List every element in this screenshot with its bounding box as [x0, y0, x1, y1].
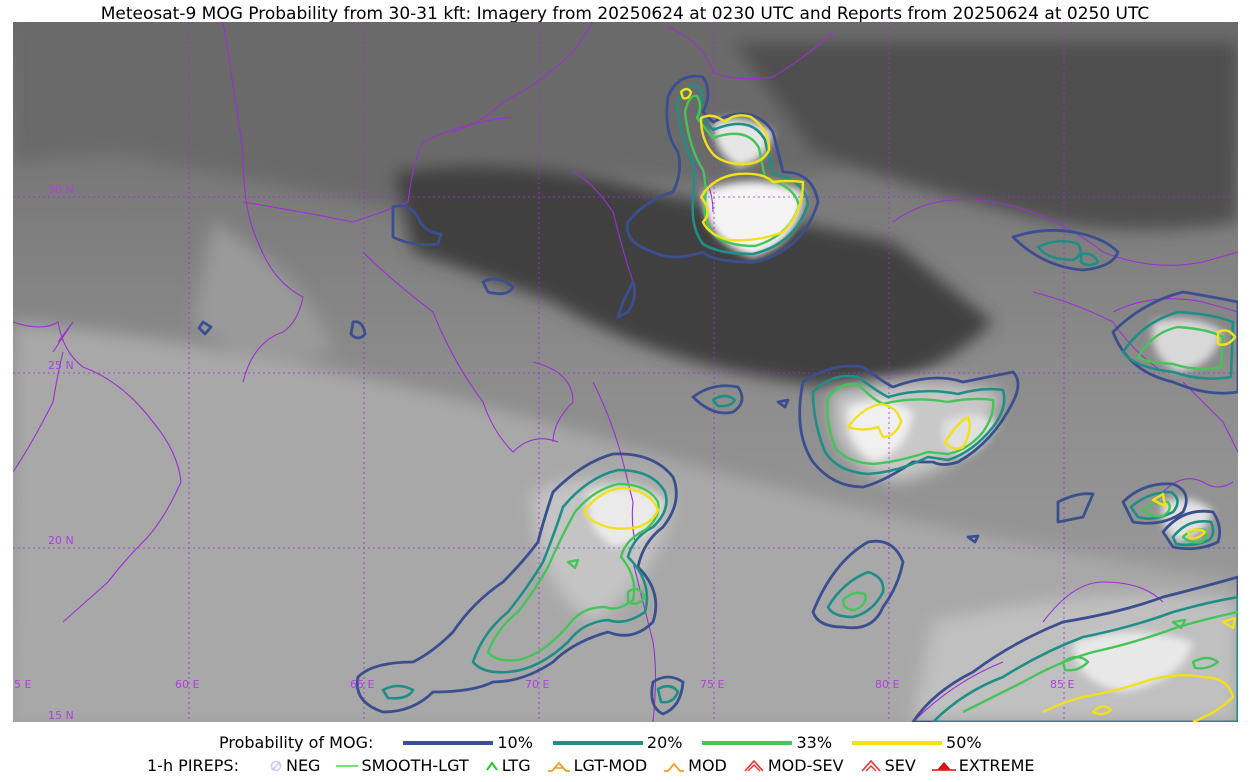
- mod-icon: [664, 762, 685, 772]
- pirep-label-smooth-lgt: SMOOTH-LGT: [361, 756, 469, 775]
- map-title: Meteosat-9 MOG Probability from 30-31 kf…: [100, 4, 1150, 24]
- legend-item-10: 10%: [403, 733, 533, 752]
- legend-item-50: 50%: [852, 733, 982, 752]
- legend-label-10: 10%: [497, 733, 533, 752]
- lat-label-15n: 15 N: [48, 709, 74, 722]
- political-borders: [13, 22, 1238, 722]
- legend-swatch-50: [852, 740, 943, 745]
- lat-label-20n: 20 N: [48, 534, 74, 547]
- pirep-ltg: LTG: [485, 756, 531, 775]
- legend-item-20: 20%: [552, 733, 683, 752]
- lon-label-80e: 80 E: [875, 678, 899, 691]
- lon-label-60e: 60 E: [175, 678, 199, 691]
- grid-labels: 55 E 60 E 65 E 70 E 75 E 80 E 85 E 30 N …: [13, 183, 1074, 722]
- legend-swatch-10: [403, 740, 494, 745]
- pirep-label-mod: MOD: [688, 756, 727, 775]
- pireps-legend: 1-h PIREPS: NEG SMOOTH-LGT LTG LGT-MOD M…: [147, 756, 1050, 775]
- pireps-legend-title: 1-h PIREPS:: [147, 756, 239, 775]
- lon-label-70e: 70 E: [525, 678, 549, 691]
- satellite-imagery: [13, 22, 1238, 722]
- map-canvas: 55 E 60 E 65 E 70 E 75 E 80 E 85 E 30 N …: [13, 22, 1238, 722]
- smooth-lgt-icon: [336, 764, 359, 767]
- lat-label-25n: 25 N: [48, 359, 74, 372]
- pirep-neg: NEG: [269, 756, 320, 775]
- legend-label-20: 20%: [646, 733, 683, 752]
- ltg-icon: [485, 760, 498, 771]
- lon-label-55e: 55 E: [13, 678, 31, 691]
- pirep-extreme: EXTREME: [931, 756, 1035, 775]
- legend-label-50: 50%: [946, 733, 982, 752]
- pirep-label-lgt-mod: LGT-MOD: [573, 756, 648, 775]
- pirep-label-ltg: LTG: [501, 756, 531, 775]
- contours-20-percent: [381, 84, 1238, 722]
- pirep-label-mod-sev: MOD-SEV: [767, 756, 844, 775]
- contours-10-percent: [197, 74, 1238, 722]
- extreme-icon: [931, 761, 956, 771]
- legend-swatch-33: [702, 740, 793, 745]
- sev-icon: [860, 759, 881, 772]
- pirep-label-extreme: EXTREME: [958, 756, 1035, 775]
- pirep-mod-sev: MOD-SEV: [743, 756, 844, 775]
- mod-sev-icon: [744, 759, 764, 772]
- probability-legend: Probability of MOG: 10% 20% 33% 50%: [219, 733, 1002, 752]
- contours-50-percent: [583, 87, 1237, 722]
- pirep-lgt-mod: LGT-MOD: [547, 756, 648, 775]
- pirep-sev: SEV: [860, 756, 916, 775]
- pirep-mod: MOD: [663, 756, 727, 775]
- lon-label-65e: 65 E: [350, 678, 374, 691]
- pirep-smooth-lgt: SMOOTH-LGT: [336, 756, 469, 775]
- legend-label-33: 33%: [796, 733, 833, 752]
- lon-label-75e: 75 E: [700, 678, 724, 691]
- satellite-map[interactable]: 55 E 60 E 65 E 70 E 75 E 80 E 85 E 30 N …: [13, 22, 1238, 722]
- legend-item-33: 33%: [702, 733, 832, 752]
- pirep-label-sev: SEV: [884, 756, 916, 775]
- probability-legend-title: Probability of MOG:: [219, 733, 374, 752]
- lat-label-30n: 30 N: [48, 183, 74, 196]
- pirep-label-neg: NEG: [285, 756, 321, 775]
- legend: Probability of MOG: 10% 20% 33% 50% 1-h …: [0, 730, 1250, 782]
- lgt-mod-icon: [547, 761, 570, 772]
- neg-icon: [270, 760, 282, 771]
- lon-label-85e: 85 E: [1050, 678, 1074, 691]
- legend-swatch-20: [552, 740, 643, 745]
